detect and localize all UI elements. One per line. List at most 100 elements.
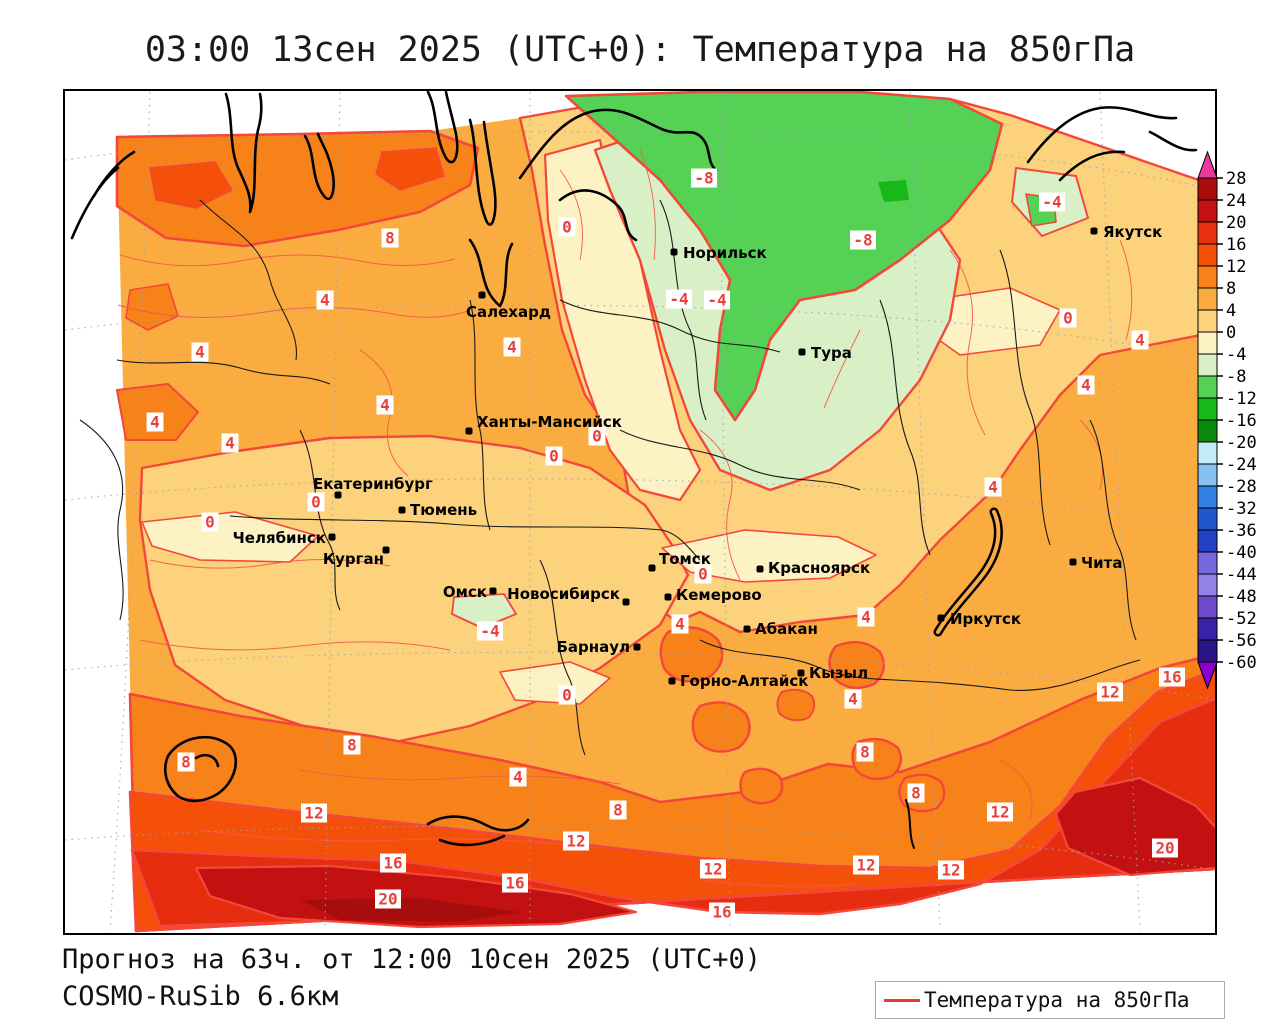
svg-text:0: 0: [562, 218, 572, 237]
city-label: Томск: [659, 550, 711, 568]
contour-label: -8: [850, 230, 876, 250]
svg-text:12: 12: [856, 856, 875, 875]
city-marker: [670, 248, 678, 256]
svg-text:8: 8: [385, 229, 395, 248]
forecast-info: Прогноз на 63ч. от 12:00 10сен 2025 (UTC…: [62, 944, 761, 975]
contour-label: 4: [146, 412, 164, 432]
svg-text:12: 12: [941, 861, 960, 880]
city-marker: [797, 669, 805, 677]
city-marker: [622, 598, 630, 606]
city-marker: [465, 427, 473, 435]
city-Томск: Томск: [648, 550, 711, 572]
colorbar-cell: [1197, 529, 1218, 553]
colorbar-tick-label: 4: [1226, 301, 1236, 321]
city-label: Тура: [811, 344, 852, 362]
svg-text:0: 0: [562, 686, 572, 705]
colorbar-cell: [1197, 617, 1218, 641]
colorbar-tick-label: 8: [1226, 279, 1236, 299]
contour-label: 0: [545, 446, 563, 466]
contour-label: 8: [609, 800, 627, 820]
city-Норильск: Норильск: [670, 244, 767, 262]
contour-label: 4: [1131, 330, 1149, 350]
colorbar-cell: [1197, 551, 1218, 575]
city-marker: [937, 614, 945, 622]
city-label: Екатеринбург: [313, 475, 433, 493]
colorbar-tick-label: -12: [1226, 389, 1257, 409]
colorbar-cell: [1197, 265, 1218, 289]
city-Екатеринбург: Екатеринбург: [313, 475, 433, 499]
colorbar-tick-label: -24: [1226, 455, 1257, 475]
contour-label: 0: [588, 426, 606, 446]
cities: Норильск Салехард Тура Якутск Ханты-Мансийск…: [233, 223, 1163, 690]
colorbar-cell: [1197, 375, 1218, 399]
svg-text:0: 0: [698, 565, 708, 584]
svg-text:-4: -4: [707, 291, 726, 310]
city-label: Барнаул: [556, 638, 630, 656]
colorbar-tick-label: -4: [1226, 345, 1246, 365]
city-label: Челябинск: [233, 529, 326, 547]
svg-text:12: 12: [990, 803, 1009, 822]
model-name: COSMO-RuSib 6.6км: [62, 981, 339, 1012]
contour-label: 12: [938, 860, 964, 880]
contour-label: 0: [307, 492, 325, 512]
svg-text:12: 12: [1100, 683, 1119, 702]
colorbar-tick-label: -28: [1226, 477, 1257, 497]
contour-label: 20: [1152, 838, 1178, 858]
colorbar-cell: [1197, 441, 1218, 465]
colorbar-cell: [1197, 331, 1218, 355]
contour-label: 0: [558, 217, 576, 237]
city-Чита: Чита: [1069, 554, 1122, 572]
city-label: Кемерово: [676, 586, 762, 604]
city-Барнаул: Барнаул: [556, 638, 641, 656]
colorbar-tick-label: -16: [1226, 411, 1257, 431]
colorbar-tick-label: -44: [1226, 565, 1257, 585]
city-label: Иркутск: [950, 610, 1021, 628]
contour-label: -8: [691, 168, 717, 188]
city-Кемерово: Кемерово: [664, 586, 762, 604]
colorbar-tick-label: -48: [1226, 587, 1257, 607]
legend-line-sample: [884, 998, 920, 1002]
svg-text:8: 8: [911, 784, 921, 803]
contour-label: 0: [558, 685, 576, 705]
contour-label: 4: [857, 607, 875, 627]
svg-text:4: 4: [513, 768, 523, 787]
city-marker: [648, 564, 656, 572]
contour-label: 4: [984, 477, 1002, 497]
contour-label: -4: [1039, 192, 1065, 212]
contour-label: 16: [380, 853, 406, 873]
colorbar-cell: [1197, 199, 1218, 223]
colorbar-cell: [1197, 353, 1218, 377]
city-Курган: Курган: [323, 546, 390, 568]
colorbar-tick-label: -56: [1226, 631, 1257, 651]
colorbar-tick-label: -40: [1226, 543, 1257, 563]
city-marker: [489, 587, 497, 595]
svg-text:4: 4: [380, 396, 390, 415]
colorbar-cell: [1197, 221, 1218, 245]
colorbar-cell: [1197, 463, 1218, 487]
city-label: Омск: [443, 583, 487, 601]
city-marker: [798, 348, 806, 356]
colorbar-cell: [1197, 573, 1218, 597]
city-label: Ханты-Мансийск: [477, 413, 622, 431]
svg-text:8: 8: [181, 753, 191, 772]
contour-label: 4: [671, 614, 689, 634]
svg-text:8: 8: [860, 743, 870, 762]
contour-label: 4: [191, 342, 209, 362]
city-marker: [478, 291, 486, 299]
contour-label: 4: [844, 689, 862, 709]
contour-label: 4: [376, 395, 394, 415]
colorbar-cell: [1197, 507, 1218, 531]
colorbar-tick-label: 12: [1226, 257, 1246, 277]
contour-label: 4: [509, 767, 527, 787]
svg-text:4: 4: [507, 338, 517, 357]
svg-text:4: 4: [675, 615, 685, 634]
contour-label: -4: [666, 289, 692, 309]
colorbar-tick-label: 20: [1226, 213, 1246, 233]
contour-label: -4: [477, 621, 503, 641]
city-label: Горно-Алтайск: [680, 672, 809, 690]
colorbar-tick-label: 0: [1226, 323, 1236, 343]
contour-label: -4: [704, 290, 730, 310]
svg-text:4: 4: [225, 434, 235, 453]
colorbar-cell: [1197, 485, 1218, 509]
